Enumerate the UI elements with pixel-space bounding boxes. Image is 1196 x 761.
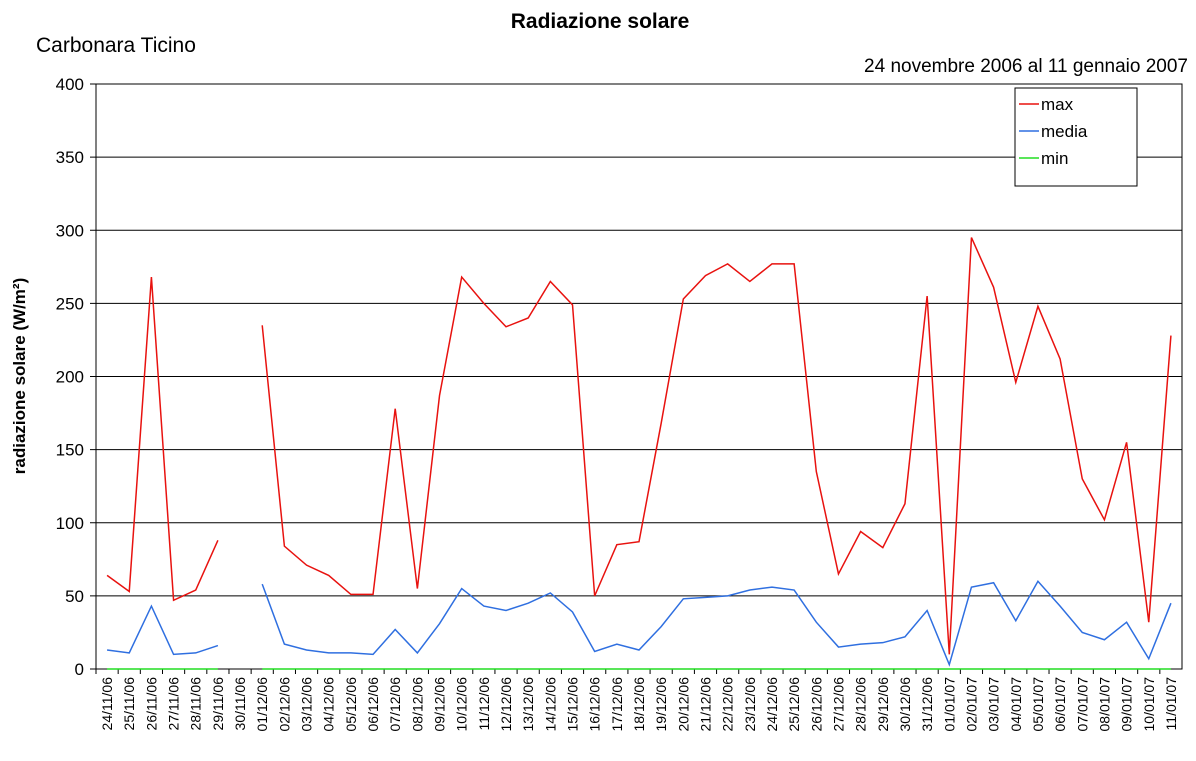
y-tick-label: 150: [56, 441, 84, 460]
x-tick-label: 11/12/06: [476, 677, 492, 731]
x-tick-label: 18/12/06: [631, 677, 647, 732]
x-tick-label: 08/01/07: [1096, 677, 1112, 732]
x-tick-label: 03/01/07: [986, 677, 1002, 732]
x-tick-label: 10/01/07: [1141, 677, 1157, 732]
x-tick-label: 27/12/06: [830, 677, 846, 732]
x-tick-label: 10/12/06: [454, 677, 470, 732]
x-tick-label: 06/01/07: [1052, 677, 1068, 732]
x-tick-label: 02/12/06: [276, 677, 292, 732]
y-tick-label: 300: [56, 221, 84, 240]
x-tick-label: 01/12/06: [254, 677, 270, 732]
x-tick-label: 28/11/06: [188, 677, 204, 731]
x-tick-label: 26/11/06: [143, 677, 159, 731]
x-tick-label: 07/12/06: [387, 677, 403, 732]
y-tick-label: 250: [56, 294, 84, 313]
x-tick-label: 28/12/06: [853, 677, 869, 732]
x-tick-label: 27/11/06: [166, 677, 182, 731]
x-tick-label: 22/12/06: [720, 677, 736, 732]
y-axis-label: radiazione solare (W/m²): [10, 278, 29, 474]
x-tick-label: 26/12/06: [808, 677, 824, 732]
x-tick-label: 13/12/06: [520, 677, 536, 732]
x-tick-label: 17/12/06: [609, 677, 625, 732]
y-tick-label: 200: [56, 368, 84, 387]
y-tick-label: 400: [56, 75, 84, 94]
legend-label: media: [1041, 122, 1088, 141]
x-tick-label: 04/01/07: [1008, 677, 1024, 732]
x-tick-label: 25/11/06: [121, 677, 137, 731]
x-tick-label: 25/12/06: [786, 677, 802, 732]
x-tick-label: 11/01/07: [1163, 677, 1179, 731]
x-tick-label: 29/11/06: [210, 677, 226, 731]
chart-subtitle: Carbonara Ticino: [36, 34, 196, 57]
x-tick-label: 30/11/06: [232, 677, 248, 731]
x-tick-label: 20/12/06: [675, 677, 691, 732]
x-tick-label: 23/12/06: [742, 677, 758, 732]
y-tick-label: 50: [65, 587, 84, 606]
x-tick-label: 12/12/06: [498, 677, 514, 732]
x-tick-label: 07/01/07: [1074, 677, 1090, 732]
x-tick-label: 24/12/06: [764, 677, 780, 732]
series-line: [106, 579, 1172, 667]
x-tick-label: 21/12/06: [697, 677, 713, 732]
date-range: 24 novembre 2006 al 11 gennaio 2007: [864, 56, 1188, 77]
x-tick-label: 09/01/07: [1119, 677, 1135, 732]
x-tick-label: 09/12/06: [432, 677, 448, 732]
x-tick-label: 29/12/06: [875, 677, 891, 732]
series-line: [106, 237, 1172, 655]
x-tick-label: 06/12/06: [365, 677, 381, 732]
x-tick-label: 14/12/06: [542, 677, 558, 732]
x-tick-label: 02/01/07: [963, 677, 979, 732]
x-tick-label: 01/01/07: [941, 677, 957, 732]
legend-label: min: [1041, 149, 1068, 168]
x-tick-label: 19/12/06: [653, 677, 669, 732]
x-tick-label: 08/12/06: [409, 677, 425, 732]
y-tick-label: 0: [75, 660, 84, 679]
x-tick-label: 31/12/06: [919, 677, 935, 732]
x-tick-label: 05/12/06: [343, 677, 359, 732]
legend-label: max: [1041, 95, 1074, 114]
y-tick-label: 100: [56, 514, 84, 533]
chart-title: Radiazione solare: [511, 10, 690, 33]
y-tick-label: 350: [56, 148, 84, 167]
x-tick-label: 24/11/06: [99, 677, 115, 731]
x-tick-label: 15/12/06: [565, 677, 581, 732]
x-tick-label: 05/01/07: [1030, 677, 1046, 732]
x-tick-label: 03/12/06: [299, 677, 315, 732]
x-tick-label: 30/12/06: [897, 677, 913, 732]
x-tick-label: 16/12/06: [587, 677, 603, 732]
x-tick-label: 04/12/06: [321, 677, 337, 732]
